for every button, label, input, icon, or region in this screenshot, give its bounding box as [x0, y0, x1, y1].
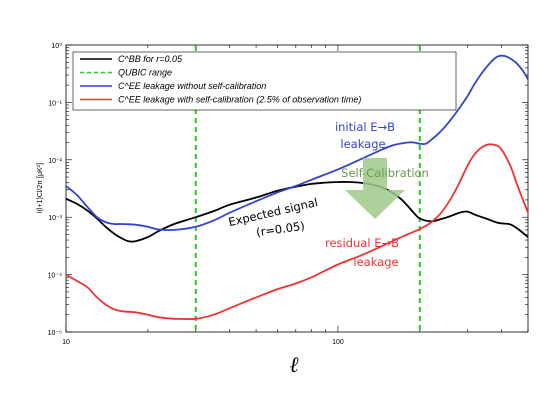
annotation-initial-line1: initial E→B — [335, 120, 395, 134]
x-tick-label: 10 — [62, 339, 70, 346]
x-tick-label: 100 — [332, 339, 344, 346]
y-tick-label: 10⁻¹ — [48, 100, 62, 107]
annotation-initial-line2: leakage — [340, 137, 385, 151]
legend-box — [72, 51, 457, 111]
series-line-bb — [65, 181, 529, 243]
legend-label: C^BB for r=0.05 — [118, 54, 183, 64]
self-calibration-arrow — [345, 158, 405, 219]
y-tick-label: 10⁻² — [48, 158, 62, 165]
annotation-residual-line1: residual E→B — [325, 236, 399, 250]
x-axis-label: ℓ — [289, 353, 299, 378]
series-line-leak_no_cal — [65, 54, 529, 232]
y-tick-label: 10⁻⁵ — [48, 330, 62, 337]
legend: C^BB for r=0.05 QUBIC range C^EE leakage w… — [72, 51, 457, 111]
tick-labels: 10 100 10⁻⁵ 10⁻⁴ 10⁻³ 10⁻² 10⁻¹ 10⁰ — [48, 42, 344, 346]
legend-items: C^BB for r=0.05 QUBIC range C^EE leakage w… — [80, 54, 361, 105]
y-axis-label: l(l+1)Cl/2π [μK²] — [37, 163, 44, 213]
legend-label: C^EE leakage without self-calibration — [118, 81, 266, 91]
annotation-selfcal: Self-Calibration — [341, 166, 429, 180]
annotation-expected-line2: (r=0.05) — [255, 219, 305, 240]
plot-frame — [65, 44, 529, 333]
legend-label: QUBIC range — [118, 68, 172, 78]
y-tick-label: 10⁻³ — [48, 215, 62, 222]
series-group — [65, 54, 529, 321]
series-line-leak_cal — [65, 143, 529, 321]
legend-label: C^EE leakage with self-calibration (2.5%… — [118, 95, 361, 105]
y-tick-label: 10⁻⁴ — [48, 273, 63, 280]
annotation-residual-line2: leakage — [353, 255, 398, 269]
y-tick-label: 10⁰ — [51, 42, 62, 50]
